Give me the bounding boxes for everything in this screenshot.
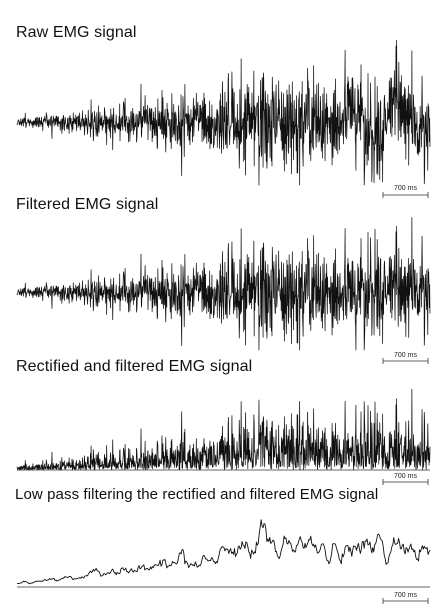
filtered-emg-trace: [16, 217, 431, 351]
lowpass-emg-scale-bar: 700 ms: [382, 592, 429, 604]
lowpass-emg-scale-label: 700 ms: [394, 592, 417, 599]
raw-emg-title: Raw EMG signal: [16, 24, 137, 41]
lowpass-emg-trace: [16, 519, 431, 585]
raw-emg-trace: [16, 39, 431, 186]
rectified-emg-scale-label: 700 ms: [394, 473, 417, 480]
filtered-emg-scale-bar: 700 ms: [382, 352, 429, 364]
raw-emg-scale-label: 700 ms: [394, 185, 417, 192]
lowpass-emg-title: Low pass filtering the rectified and fil…: [15, 486, 379, 503]
filtered-emg-title: Filtered EMG signal: [16, 196, 159, 213]
raw-emg-scale-bar: 700 ms: [382, 185, 429, 198]
rectified-emg-trace: [16, 388, 431, 471]
filtered-emg-scale-label: 700 ms: [394, 352, 417, 359]
rectified-emg-title: Rectified and filtered EMG signal: [16, 358, 253, 375]
rectified-emg-scale-bar: 700 ms: [382, 473, 429, 485]
